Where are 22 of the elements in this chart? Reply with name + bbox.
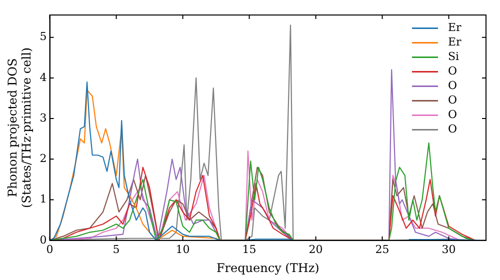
x-tick-label: 30	[442, 242, 456, 256]
x-tick-label: 15	[242, 242, 256, 256]
x-axis-title: Frequency (THz)	[216, 260, 320, 275]
y-tick-label: 1	[40, 192, 47, 206]
x-tick-label: 20	[308, 242, 323, 256]
x-tick-label: 25	[375, 242, 390, 256]
legend-label: O	[448, 64, 458, 78]
legend-label: Er	[448, 21, 462, 34]
y-tick-label: 0	[40, 233, 47, 246]
legend-label: O	[448, 79, 458, 92]
legend-label: O	[448, 94, 458, 107]
y-tick-label: 4	[40, 70, 47, 84]
y-tick-label: 5	[40, 30, 47, 44]
y-tick-label: 3	[40, 111, 47, 124]
legend-label: O	[448, 108, 458, 122]
x-tick-label: 10	[176, 242, 190, 256]
y-axis-title: Phonon projected DOS (States/THz·primitive cell)	[5, 47, 34, 208]
y-tick-label: 2	[40, 152, 47, 166]
x-tick-label: 5	[112, 242, 120, 256]
legend-label: Si	[448, 50, 460, 64]
legend-label: Er	[448, 36, 462, 49]
legend-label: O	[448, 122, 458, 136]
